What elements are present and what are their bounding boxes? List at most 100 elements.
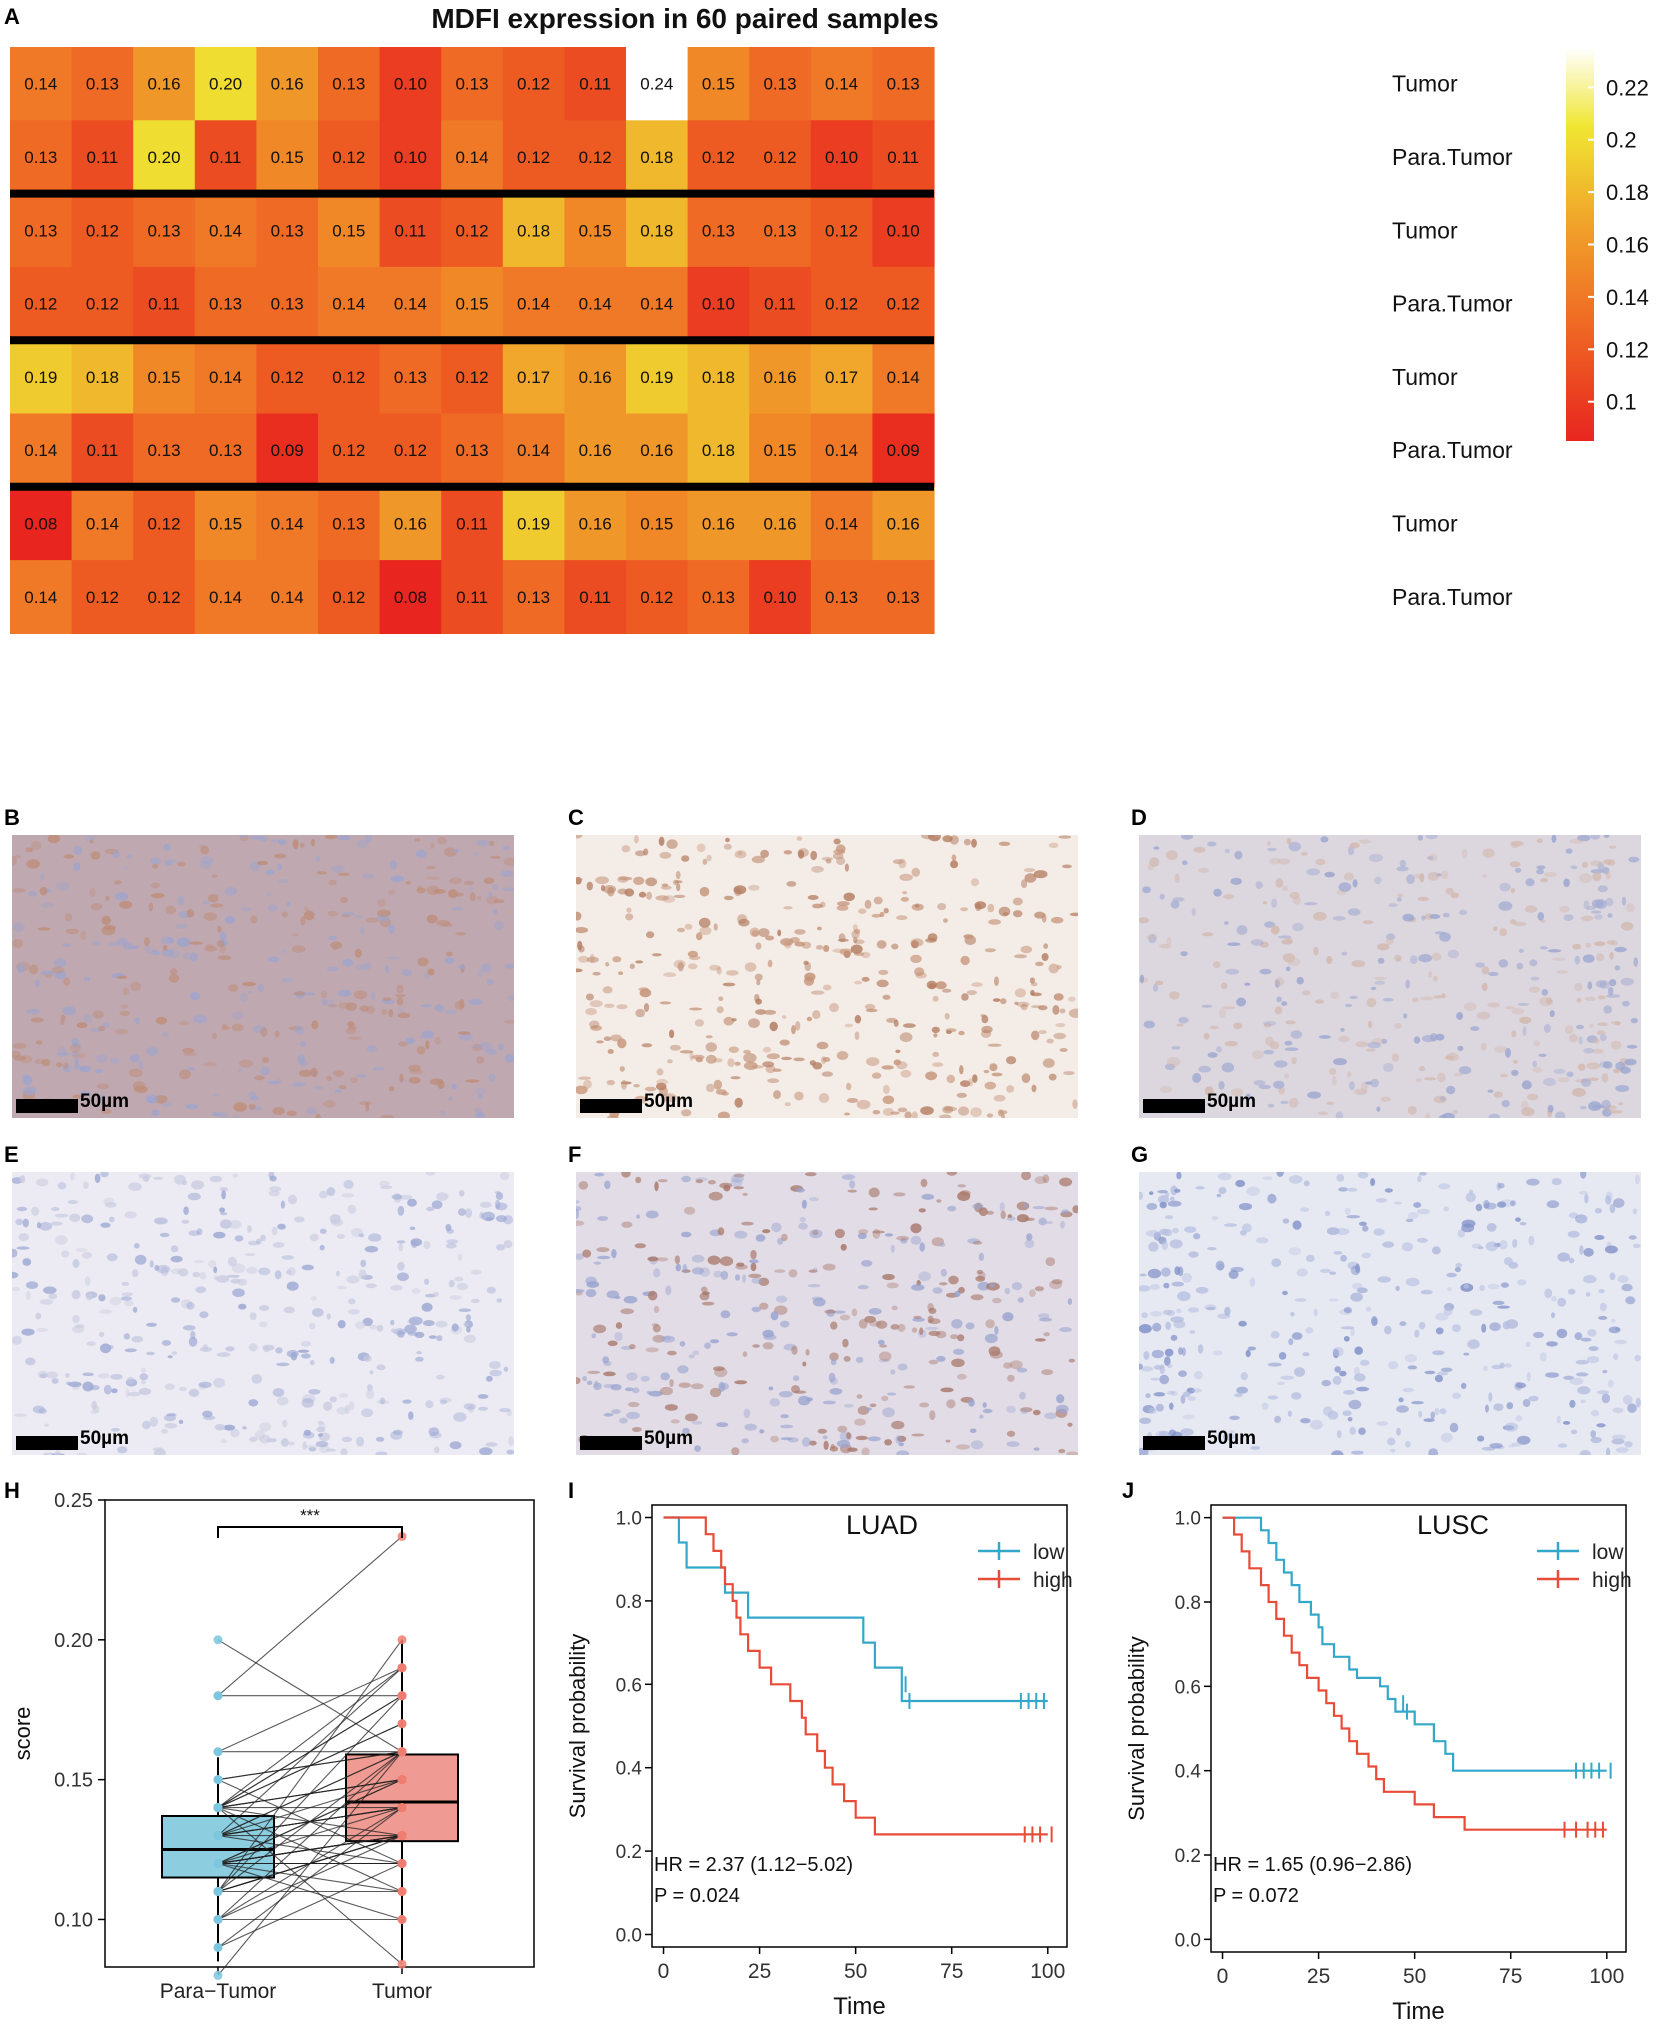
tissue-cell xyxy=(1188,1307,1200,1313)
tissue-cell xyxy=(1020,1407,1033,1413)
tissue-cell xyxy=(929,1410,936,1421)
tissue-cell xyxy=(211,874,218,878)
tissue-cell xyxy=(1143,1351,1150,1360)
tissue-cell xyxy=(211,1032,218,1040)
tissue-cell xyxy=(798,850,805,859)
tissue-cell xyxy=(1587,1329,1597,1337)
tissue-cell xyxy=(1245,1093,1251,1099)
tissue-cell xyxy=(982,1408,993,1414)
tissue-cell xyxy=(30,1017,44,1023)
tissue-cell xyxy=(986,1210,994,1215)
tissue-cell xyxy=(336,1285,347,1290)
tissue-cell xyxy=(815,945,824,950)
tissue-image-b xyxy=(12,835,514,1118)
tissue-cell xyxy=(389,860,398,870)
heatmap-cell xyxy=(687,193,750,268)
tissue-image-f xyxy=(576,1172,1078,1455)
tissue-cell xyxy=(830,1444,835,1449)
tissue-cell xyxy=(1540,919,1546,923)
tissue-cell xyxy=(1432,975,1438,982)
cell-value-label: 0.13 xyxy=(887,588,920,607)
tissue-cell xyxy=(898,858,907,869)
tissue-cell xyxy=(1415,1078,1422,1083)
tissue-cell xyxy=(660,1372,670,1381)
tissue-cell xyxy=(397,1205,405,1216)
tissue-cell xyxy=(1575,1359,1589,1365)
tissue-cell xyxy=(882,994,891,1000)
tissue-cell xyxy=(1443,1206,1449,1212)
tissue-cell xyxy=(879,911,885,918)
tissue-cell xyxy=(1263,1020,1277,1026)
tissue-cell xyxy=(1382,997,1394,1002)
tissue-cell xyxy=(180,1299,193,1309)
tissue-cell xyxy=(83,1013,93,1024)
tissue-cell xyxy=(1189,1330,1196,1334)
tissue-cell xyxy=(280,978,293,983)
tissue-cell xyxy=(1389,1448,1396,1453)
heatmap-cell xyxy=(379,120,442,195)
tissue-cell xyxy=(1055,1023,1066,1028)
tissue-cell xyxy=(1072,1099,1078,1109)
tissue-cell xyxy=(396,984,404,994)
tissue-cell xyxy=(836,1440,851,1448)
cell-value-label: 0.15 xyxy=(763,441,796,460)
tissue-cell xyxy=(91,940,102,946)
tissue-cell xyxy=(1009,1360,1023,1370)
tissue-cell xyxy=(495,1192,504,1201)
tissue-cell xyxy=(1504,1363,1512,1368)
tissue-cell xyxy=(1537,912,1544,921)
tissue-cell xyxy=(641,1043,653,1048)
tissue-cell xyxy=(1152,1322,1162,1332)
tissue-cell xyxy=(829,1388,843,1395)
tissue-cell xyxy=(1377,943,1390,951)
tissue-cell xyxy=(1423,1077,1437,1081)
tissue-cell xyxy=(586,881,593,891)
tissue-cell xyxy=(1159,1374,1170,1385)
tissue-cell xyxy=(1628,1235,1637,1240)
tissue-cell xyxy=(303,1429,312,1436)
tissue-cell xyxy=(936,1199,942,1203)
tissue-cell xyxy=(1044,1412,1057,1420)
tissue-cell xyxy=(1493,1403,1504,1411)
tissue-cell xyxy=(1586,1062,1600,1070)
tissue-cell xyxy=(1267,1193,1277,1204)
tissue-cell xyxy=(187,1192,201,1201)
tissue-cell xyxy=(393,1328,407,1335)
tissue-cell xyxy=(1596,1423,1606,1428)
tissue-cell xyxy=(1333,1251,1343,1255)
tissue-cell xyxy=(143,937,150,947)
tissue-cell xyxy=(1438,1183,1451,1190)
tissue-cell xyxy=(1235,1179,1246,1188)
tissue-cell xyxy=(1013,910,1023,918)
tissue-cell xyxy=(1343,872,1354,881)
tissue-cell xyxy=(960,955,970,966)
tissue-cell xyxy=(928,1359,939,1365)
heatmap-cell xyxy=(626,47,689,121)
tissue-cell xyxy=(337,872,350,876)
histology-panel-d: 50µm xyxy=(1139,835,1641,1118)
cell-value-label: 0.12 xyxy=(702,148,735,167)
heatmap-cell xyxy=(133,193,196,268)
tissue-cell xyxy=(602,1356,610,1364)
tissue-cell xyxy=(882,1273,895,1281)
tissue-cell xyxy=(83,1181,89,1189)
tissue-cell xyxy=(648,1390,663,1397)
tissue-cell xyxy=(636,1214,641,1219)
tissue-cell xyxy=(1329,1271,1337,1275)
tissue-cell xyxy=(878,969,889,975)
cell-value-label: 0.11 xyxy=(764,295,796,314)
cell-value-label: 0.11 xyxy=(210,148,242,167)
tissue-cell xyxy=(1159,943,1172,949)
y-tick-label: 0.6 xyxy=(616,1675,642,1696)
tissue-cell xyxy=(858,1229,869,1235)
tissue-cell xyxy=(1154,980,1164,986)
tissue-cell xyxy=(960,907,968,912)
tissue-cell xyxy=(755,1009,767,1015)
tissue-cell xyxy=(1328,1298,1339,1302)
tissue-cell xyxy=(1211,1216,1219,1221)
tissue-cell xyxy=(1172,897,1185,902)
tissue-cell xyxy=(34,1058,45,1064)
tissue-cell xyxy=(1601,1099,1611,1110)
cell-value-label: 0.17 xyxy=(517,368,550,387)
tissue-cell xyxy=(1475,1203,1483,1212)
